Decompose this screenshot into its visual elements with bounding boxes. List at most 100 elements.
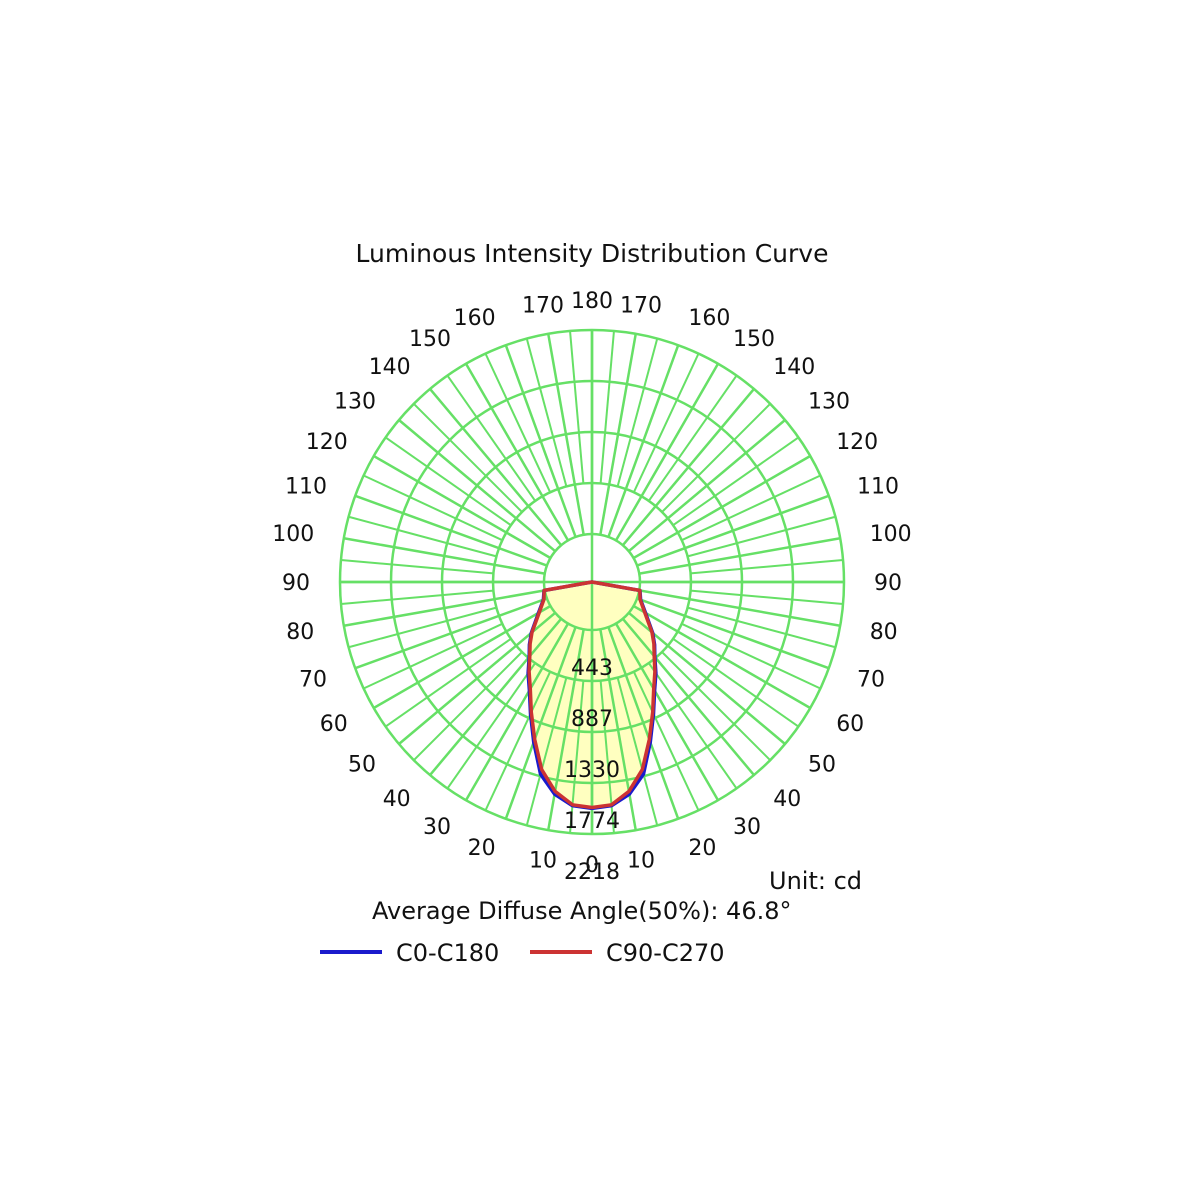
grid-spoke <box>607 344 680 538</box>
grid-spoke-minor <box>661 651 771 761</box>
angle-tick-label: 0 <box>585 853 599 878</box>
angle-tick-label: 140 <box>773 355 815 380</box>
legend-label: C90-C270 <box>606 939 725 967</box>
grid-spoke <box>614 622 720 801</box>
angle-tick-label: 90 <box>282 571 310 596</box>
grid-spoke <box>464 622 570 801</box>
grid-spoke <box>621 617 755 776</box>
angle-tick-label: 50 <box>808 752 836 777</box>
grid-spoke <box>343 589 545 627</box>
grid-spoke-minor <box>690 589 844 605</box>
grid-spoke <box>632 454 811 560</box>
grid-spoke-minor <box>385 436 512 527</box>
angle-tick-label: 130 <box>334 390 376 415</box>
angle-tick-label: 180 <box>571 289 613 314</box>
grid-spoke-minor <box>599 330 615 484</box>
grid-spoke-minor <box>446 662 537 789</box>
grid-spoke-minor <box>661 403 771 513</box>
grid-spoke-minor <box>632 671 700 811</box>
grid-spoke <box>599 333 637 535</box>
grid-spoke <box>607 626 680 820</box>
grid-spoke <box>464 363 570 542</box>
grid-spoke-minor <box>525 338 568 487</box>
grid-spoke <box>621 388 755 547</box>
grid-spoke <box>547 629 585 831</box>
angle-tick-label: 100 <box>870 522 912 547</box>
angle-tick-label: 80 <box>870 620 898 645</box>
grid-spoke <box>627 611 786 745</box>
grid-spoke <box>614 363 720 542</box>
angle-tick-label: 30 <box>423 815 451 840</box>
grid-spoke-minor <box>348 515 497 558</box>
grid-spoke-minor <box>647 375 738 502</box>
angle-tick-label: 170 <box>620 293 662 318</box>
unit-label: Unit: cd <box>769 867 862 895</box>
grid-spoke-minor <box>348 606 497 649</box>
angle-tick-label: 40 <box>383 787 411 812</box>
radial-tick-label: 1330 <box>564 758 620 783</box>
grid-spoke-minor <box>690 559 844 575</box>
grid-spoke <box>627 419 786 553</box>
angle-tick-label: 110 <box>857 475 899 500</box>
grid-spoke-minor <box>681 474 821 542</box>
intensity-curves <box>526 580 658 811</box>
grid-spoke <box>429 388 563 547</box>
angle-tick-label: 70 <box>299 667 327 692</box>
grid-spoke <box>504 626 577 820</box>
angle-tick-label: 80 <box>286 620 314 645</box>
grid-spoke-minor <box>672 436 799 527</box>
grid-spoke-minor <box>363 474 503 542</box>
grid-spoke-minor <box>363 622 503 690</box>
grid-spoke <box>599 629 637 831</box>
grid-spoke-minor <box>413 651 523 761</box>
grid-spoke <box>398 611 557 745</box>
grid-spoke-minor <box>599 680 615 834</box>
angle-tick-label: 60 <box>320 712 348 737</box>
grid-spoke <box>636 597 830 670</box>
grid-spoke-minor <box>446 375 537 502</box>
angle-tick-label: 140 <box>369 355 411 380</box>
angle-tick-label: 10 <box>529 849 557 874</box>
angle-tick-label: 20 <box>468 836 496 861</box>
angle-tick-label: 100 <box>272 522 314 547</box>
grid-spoke-minor <box>687 606 836 649</box>
angle-tick-label: 90 <box>874 571 902 596</box>
radial-tick-label: 1774 <box>564 809 620 834</box>
grid-spoke-minor <box>632 353 700 493</box>
legend: C0-C180 C90-C270 <box>320 939 725 967</box>
grid-spoke <box>343 537 545 575</box>
grid-spoke-minor <box>385 637 512 728</box>
grid-spoke <box>429 617 563 776</box>
grid-spoke-minor <box>484 671 552 811</box>
grid-spoke <box>373 454 552 560</box>
angle-tick-label: 160 <box>454 306 496 331</box>
radial-tick-label: 443 <box>571 656 613 681</box>
radial-tick-labels: 443 887 1330 1774 2218 <box>564 656 620 885</box>
grid-spoke-minor <box>569 330 585 484</box>
grid-spoke <box>504 344 577 538</box>
angle-tick-label: 70 <box>857 667 885 692</box>
angle-tick-label: 120 <box>306 430 348 455</box>
angle-tick-label: 130 <box>808 390 850 415</box>
grid-spoke <box>354 494 548 567</box>
angle-tick-label: 40 <box>773 787 801 812</box>
angle-tick-label: 160 <box>688 306 730 331</box>
grid-spoke-minor <box>647 662 738 789</box>
grid-spoke-minor <box>616 338 659 487</box>
angle-tick-label: 120 <box>836 430 878 455</box>
grid-spoke <box>639 537 841 575</box>
series-curve <box>527 580 657 810</box>
grid-spoke-minor <box>413 403 523 513</box>
grid-spoke <box>354 597 548 670</box>
angle-tick-label: 110 <box>285 475 327 500</box>
radial-tick-label: 2218 <box>564 860 620 885</box>
grid-spoke <box>547 333 585 535</box>
chart-title: Luminous Intensity Distribution Curve <box>356 239 829 268</box>
angle-tick-label: 60 <box>836 712 864 737</box>
polar-grid <box>338 328 846 836</box>
grid-spoke-minor <box>672 637 799 728</box>
radial-tick-label: 887 <box>571 707 613 732</box>
grid-spoke-minor <box>569 680 585 834</box>
angle-tick-label: 50 <box>348 752 376 777</box>
